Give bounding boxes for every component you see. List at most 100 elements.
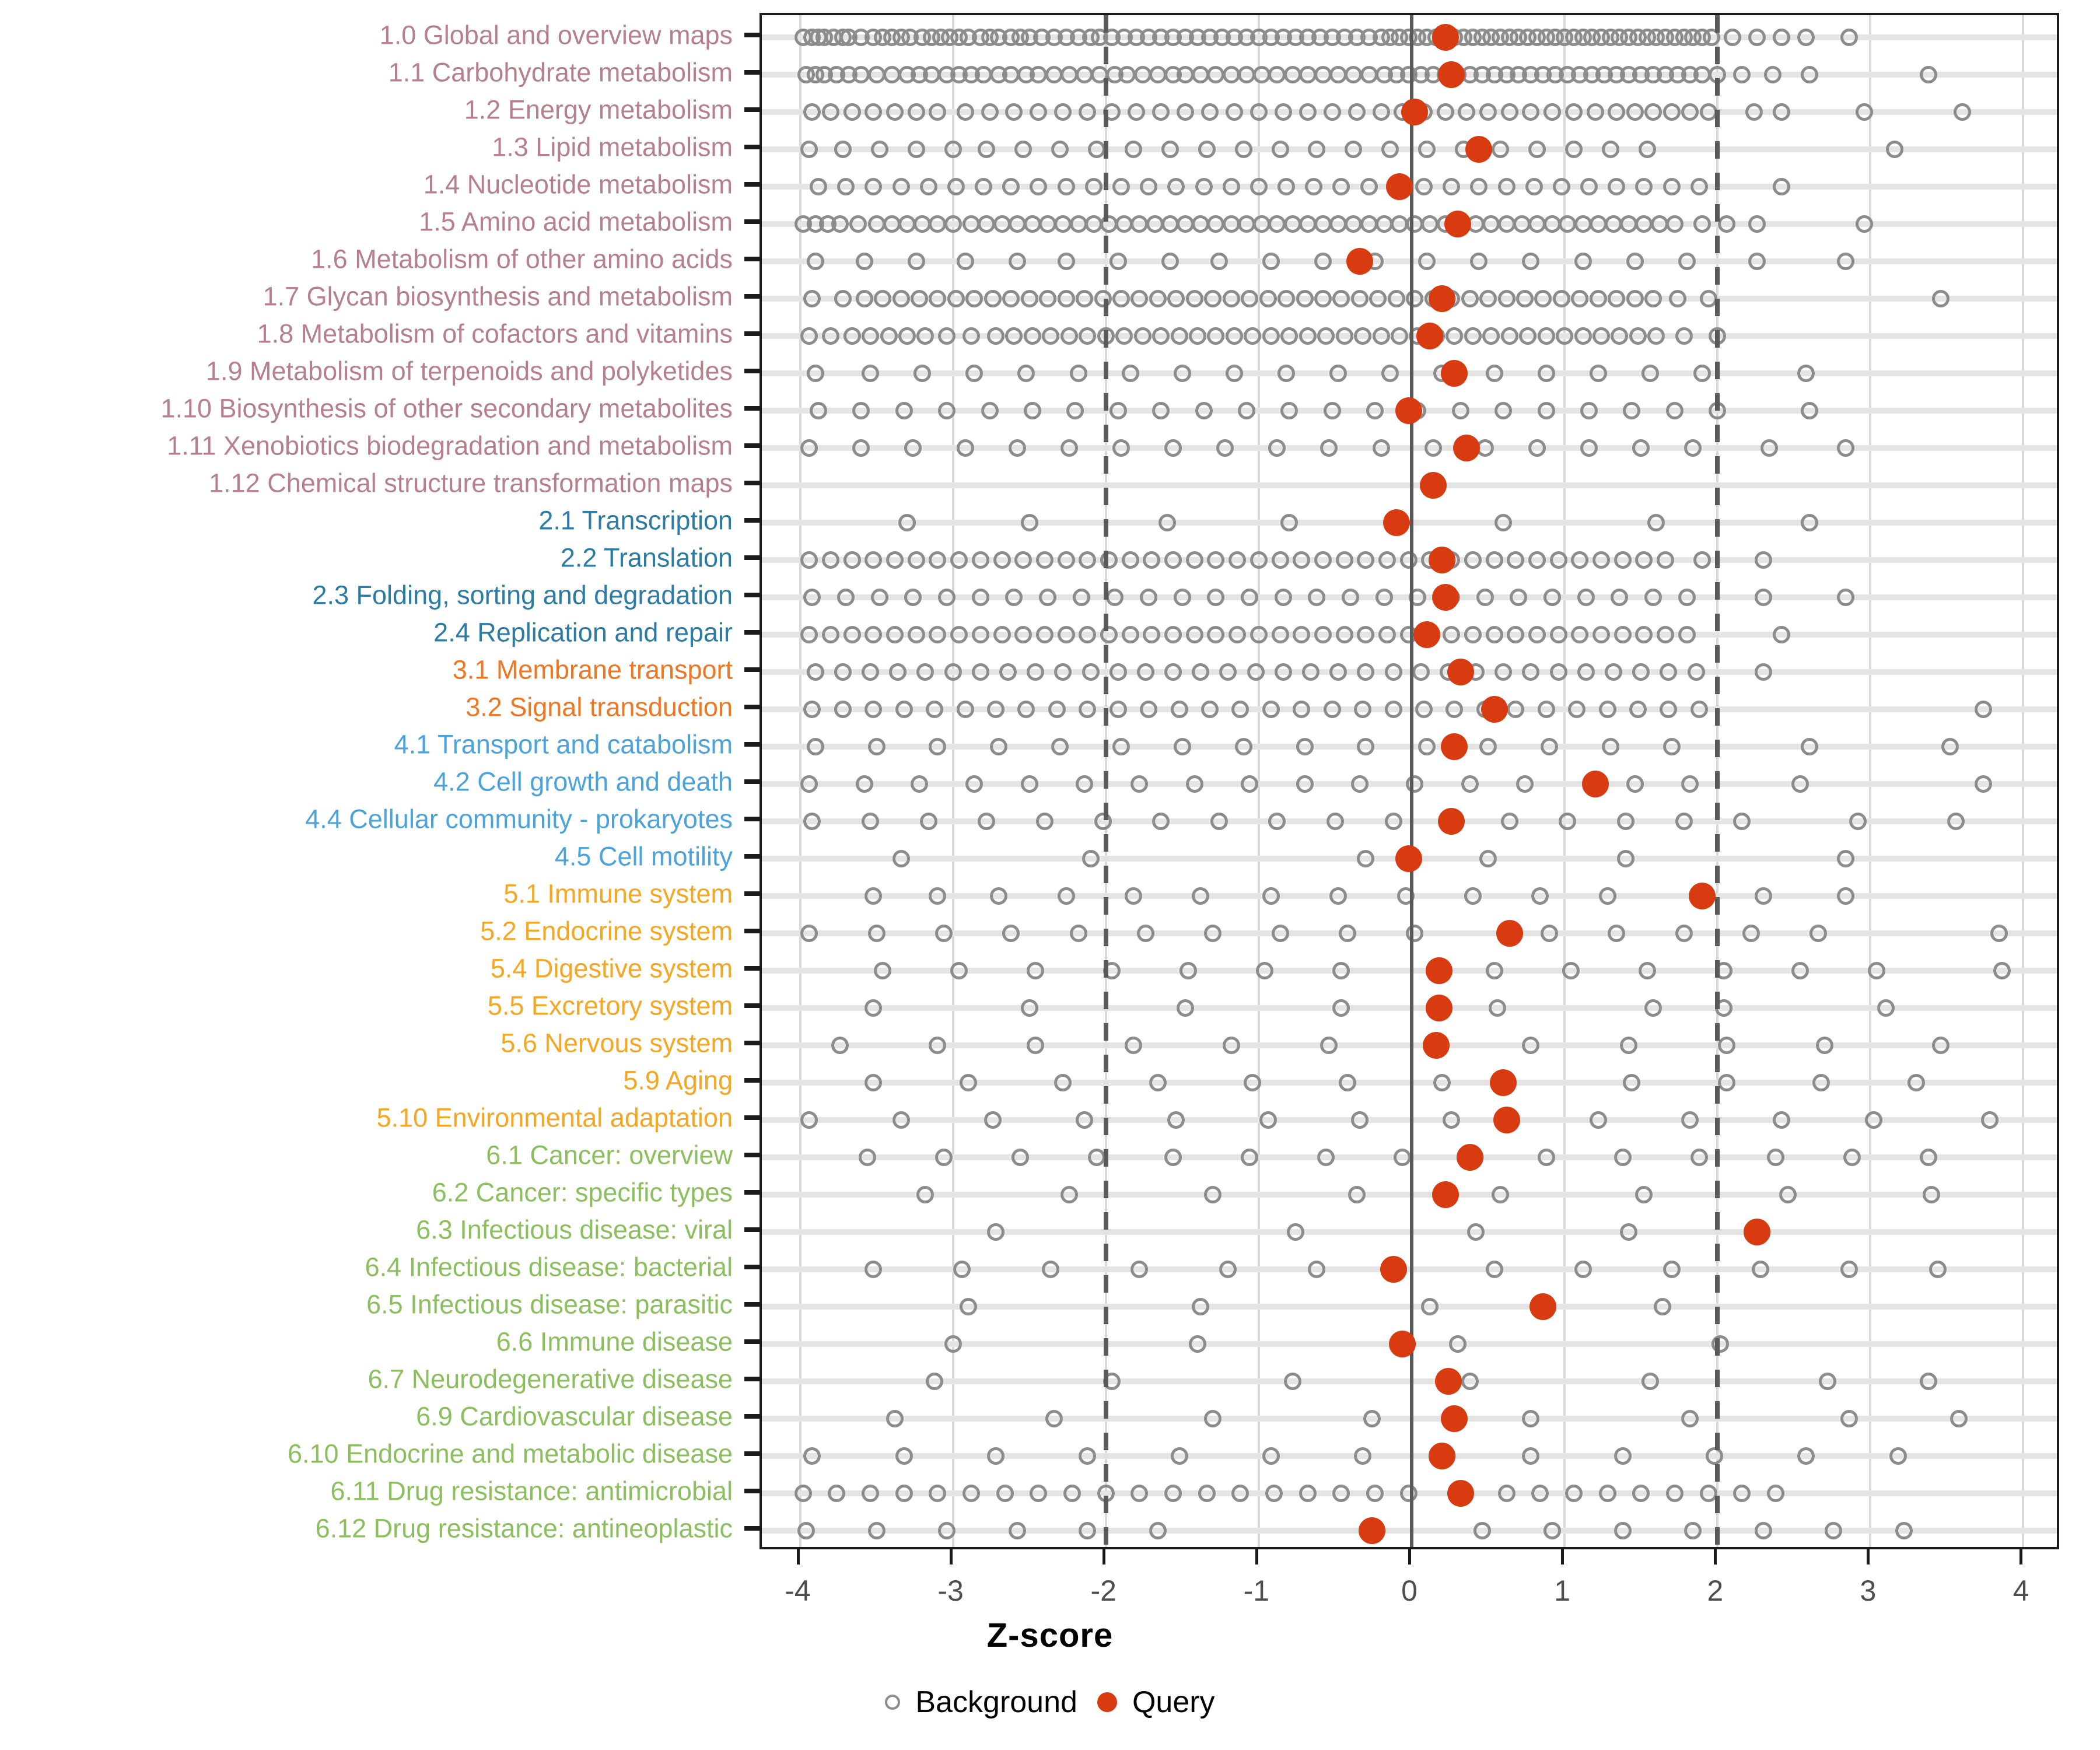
- background-point: [1699, 290, 1717, 307]
- background-point: [1980, 1111, 1999, 1129]
- query-point[interactable]: [1689, 883, 1716, 909]
- background-point: [1889, 1447, 1907, 1465]
- background-point: [1766, 1485, 1784, 1502]
- background-point: [1580, 439, 1598, 457]
- query-point[interactable]: [1465, 136, 1493, 163]
- background-point: [1564, 141, 1583, 158]
- query-point[interactable]: [1434, 1368, 1462, 1395]
- query-point[interactable]: [1413, 621, 1441, 648]
- gridline-horizontal: [762, 744, 2057, 750]
- query-point[interactable]: [1416, 323, 1444, 349]
- query-point[interactable]: [1426, 995, 1453, 1021]
- background-point: [1384, 701, 1402, 718]
- legend-item-query[interactable]: Query: [1097, 1685, 1215, 1720]
- y-axis-tick-label: 5.4 Digestive system: [490, 953, 733, 984]
- query-point[interactable]: [1429, 1443, 1456, 1469]
- background-point: [834, 701, 852, 718]
- query-point[interactable]: [1419, 472, 1447, 499]
- background-point: [1693, 215, 1712, 233]
- query-point[interactable]: [1358, 1517, 1385, 1544]
- background-point: [1418, 253, 1436, 270]
- background-point: [953, 1261, 971, 1278]
- background-point: [1335, 551, 1353, 569]
- background-point: [1886, 141, 1904, 158]
- background-point: [1130, 1261, 1149, 1278]
- background-point: [1559, 813, 1577, 830]
- query-point[interactable]: [1744, 1219, 1771, 1245]
- background-point: [1446, 327, 1464, 345]
- background-point: [1002, 925, 1020, 942]
- background-point: [1559, 215, 1577, 233]
- background-point: [914, 365, 932, 382]
- background-point: [1568, 701, 1586, 718]
- query-point[interactable]: [1389, 1331, 1416, 1357]
- query-point[interactable]: [1382, 509, 1410, 536]
- gridline-horizontal: [762, 1117, 2057, 1123]
- background-point: [843, 626, 861, 643]
- background-point: [1268, 66, 1286, 83]
- background-point: [834, 141, 852, 158]
- query-point[interactable]: [1581, 771, 1609, 797]
- query-point[interactable]: [1441, 733, 1468, 760]
- background-point: [1262, 1447, 1280, 1465]
- query-point[interactable]: [1432, 24, 1459, 51]
- background-point: [929, 738, 947, 755]
- background-point: [1748, 29, 1766, 46]
- background-point: [1528, 141, 1546, 158]
- background-point: [1088, 1149, 1106, 1166]
- background-point: [1687, 663, 1705, 681]
- background-point: [843, 327, 861, 345]
- background-point: [1017, 701, 1035, 718]
- legend-item-background[interactable]: Background: [885, 1685, 1077, 1720]
- y-axis-tick-label: 6.3 Infectious disease: viral: [416, 1214, 733, 1245]
- x-axis-tick: [796, 1549, 800, 1564]
- query-point[interactable]: [1490, 1069, 1517, 1096]
- background-point: [1354, 327, 1372, 345]
- background-point: [978, 215, 996, 233]
- query-point[interactable]: [1432, 584, 1459, 611]
- query-point[interactable]: [1422, 1032, 1450, 1059]
- query-point[interactable]: [1438, 61, 1465, 88]
- query-point[interactable]: [1432, 1181, 1459, 1208]
- background-point: [1507, 701, 1525, 718]
- background-point: [1204, 925, 1222, 942]
- background-point: [1109, 253, 1127, 270]
- query-point[interactable]: [1380, 1256, 1407, 1283]
- background-point: [971, 551, 989, 569]
- background-point: [1014, 141, 1032, 158]
- query-point[interactable]: [1496, 920, 1523, 947]
- background-point: [1124, 141, 1142, 158]
- background-point: [996, 1485, 1014, 1502]
- query-point[interactable]: [1395, 845, 1422, 872]
- y-axis-tick: [744, 1190, 760, 1195]
- background-point: [864, 551, 883, 569]
- query-point[interactable]: [1493, 1107, 1520, 1133]
- query-point[interactable]: [1429, 547, 1456, 573]
- background-point: [916, 327, 935, 345]
- background-point: [1522, 663, 1540, 681]
- query-point[interactable]: [1346, 248, 1373, 275]
- query-point[interactable]: [1453, 435, 1480, 461]
- background-point: [1020, 290, 1038, 307]
- query-point[interactable]: [1395, 397, 1422, 424]
- background-point: [892, 850, 910, 867]
- query-point[interactable]: [1429, 285, 1456, 312]
- query-point[interactable]: [1530, 1293, 1557, 1320]
- query-point[interactable]: [1447, 1480, 1474, 1507]
- y-axis-tick: [744, 1265, 760, 1269]
- query-point[interactable]: [1386, 173, 1413, 200]
- query-point[interactable]: [1447, 659, 1474, 685]
- query-point[interactable]: [1426, 957, 1453, 984]
- query-point[interactable]: [1480, 696, 1508, 723]
- query-point[interactable]: [1441, 360, 1468, 387]
- query-point[interactable]: [1441, 1405, 1468, 1432]
- y-axis-tick: [744, 817, 760, 821]
- query-point[interactable]: [1438, 808, 1465, 835]
- background-point: [1592, 327, 1611, 345]
- query-point[interactable]: [1444, 211, 1471, 237]
- background-point: [1525, 178, 1543, 195]
- background-point: [1690, 701, 1708, 718]
- query-point[interactable]: [1401, 99, 1429, 125]
- background-point: [800, 439, 818, 457]
- query-point[interactable]: [1456, 1144, 1483, 1171]
